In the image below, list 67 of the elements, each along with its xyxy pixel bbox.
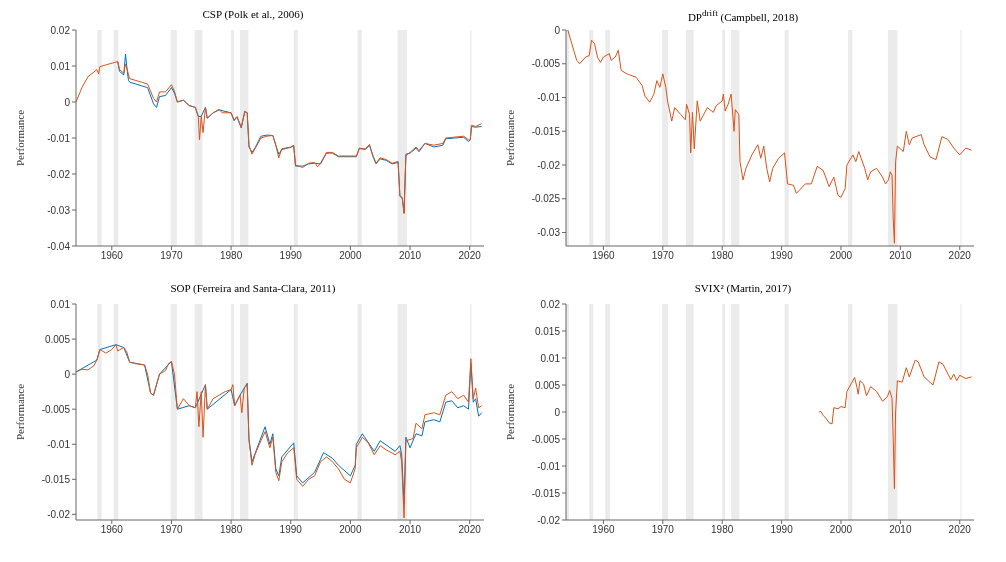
x-tick-label: 2020: [948, 524, 972, 536]
chart-title: DP$^{drift}$ (Campbell, 2018): [686, 8, 800, 24]
y-tick-label: 0.01: [540, 352, 561, 364]
y-tick-label: -0.02: [47, 168, 71, 180]
x-tick-label: 1990: [279, 524, 303, 536]
y-axis-title: Performance: [503, 383, 516, 441]
x-tick-label: 1960: [592, 524, 615, 536]
x-tick-label: 1970: [651, 250, 675, 262]
chart-title: CSP (Polk et al., 2006): [201, 8, 305, 22]
x-tick-label: 1990: [279, 250, 303, 262]
y-tick-label: -0.015: [531, 487, 561, 499]
x-tick-label: 1980: [219, 524, 243, 536]
y-tick-label: -0.01: [47, 438, 71, 450]
y-tick-label: 0.01: [50, 298, 71, 310]
y-tick-label: 0: [554, 24, 561, 36]
y-tick-label: -0.02: [537, 159, 561, 171]
x-tick-label: 1980: [711, 250, 734, 262]
y-tick-label: 0.005: [534, 379, 561, 391]
x-tick-label: 1960: [592, 250, 615, 262]
x-tick-label: 1990: [770, 250, 794, 262]
y-tick-label: -0.025: [531, 193, 561, 205]
x-tick-label: 1960: [100, 250, 124, 262]
x-tick-label: 1960: [100, 524, 124, 536]
y-tick-label: -0.015: [41, 473, 71, 485]
x-tick-label: 2020: [948, 250, 972, 262]
y-tick-label: 0: [64, 96, 71, 108]
y-tick-label: 0: [64, 368, 71, 380]
x-tick-label: 2000: [829, 524, 853, 536]
x-tick-label: 2020: [458, 524, 482, 536]
y-tick-label: -0.04: [47, 240, 71, 252]
x-tick-label: 1980: [711, 524, 734, 536]
x-tick-label: 1980: [219, 250, 243, 262]
x-tick-label: 2000: [339, 524, 362, 536]
y-axis-title: Performance: [13, 383, 26, 441]
x-tick-label: 2000: [829, 250, 853, 262]
y-tick-label: -0.02: [47, 508, 71, 520]
x-tick-label: 1970: [651, 524, 675, 536]
chart-title: SOP (Ferreira and Santa-Clara, 2011): [169, 282, 337, 296]
y-tick-label: 0.005: [44, 333, 71, 345]
x-tick-label: 2010: [398, 250, 422, 262]
y-tick-label: -0.03: [537, 227, 561, 239]
y-tick-label: 0.02: [50, 24, 71, 36]
y-tick-label: -0.015: [531, 125, 561, 137]
y-axis-title: Performance: [13, 109, 26, 167]
y-tick-label: 0.02: [540, 298, 561, 310]
x-tick-label: 2010: [889, 250, 912, 262]
y-tick-label: -0.005: [531, 58, 561, 70]
y-tick-label: -0.01: [537, 460, 561, 472]
x-tick-label: 2010: [889, 524, 912, 536]
x-tick-label: 1970: [160, 250, 183, 262]
y-axis-title: Performance: [503, 109, 516, 167]
y-tick-label: -0.005: [41, 403, 71, 415]
x-tick-label: 2020: [458, 250, 482, 262]
y-tick-label: -0.03: [47, 204, 71, 216]
chart-title: SVIX² (Martin, 2017): [693, 282, 793, 296]
y-tick-label: 0.015: [534, 325, 561, 337]
x-tick-label: 2000: [339, 250, 362, 262]
y-tick-label: 0: [554, 406, 561, 418]
x-tick-label: 1970: [160, 524, 183, 536]
y-tick-label: 0.01: [50, 60, 71, 72]
y-tick-label: -0.02: [537, 514, 561, 526]
x-tick-label: 2010: [398, 524, 422, 536]
y-tick-label: -0.01: [537, 92, 561, 104]
y-tick-label: -0.01: [47, 132, 71, 144]
line-series: [818, 359, 973, 490]
y-tick-label: -0.005: [531, 433, 561, 445]
x-tick-label: 1990: [770, 524, 794, 536]
